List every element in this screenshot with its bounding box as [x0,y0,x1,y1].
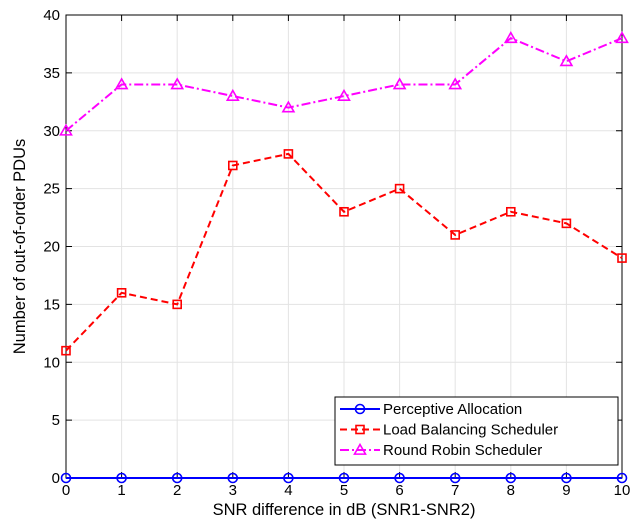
legend: Perceptive Allocation Load Balancing Sche… [335,397,618,465]
x-tick-label: 10 [614,482,631,499]
x-tick-label: 1 [117,482,125,499]
x-tick-label: 0 [62,482,70,499]
y-tick-label: 25 [43,181,60,198]
x-tick-label: 5 [340,482,348,499]
y-axis-title: Number of out-of-order PDUs [11,139,29,355]
legend-label: Round Robin Scheduler [383,442,542,459]
y-tick-label: 40 [43,7,60,24]
y-tick-label: 15 [43,296,60,313]
y-tick-label: 35 [43,65,60,82]
x-tick-label: 7 [451,482,459,499]
x-tick-label: 3 [229,482,237,499]
y-tick-label: 5 [52,412,60,429]
x-tick-label: 6 [395,482,403,499]
x-tick-label: 4 [284,482,292,499]
x-tick-label: 8 [507,482,515,499]
y-tick-label: 10 [43,354,60,371]
x-tick-label: 9 [562,482,570,499]
y-tick-label: 0 [52,470,60,487]
legend-label: Load Balancing Scheduler [383,422,558,439]
y-tick-label: 30 [43,123,60,140]
x-tick-label: 2 [173,482,181,499]
x-axis-title: SNR difference in dB (SNR1-SNR2) [213,501,476,519]
y-tick-label: 20 [43,239,60,256]
legend-label: Perceptive Allocation [383,401,522,418]
